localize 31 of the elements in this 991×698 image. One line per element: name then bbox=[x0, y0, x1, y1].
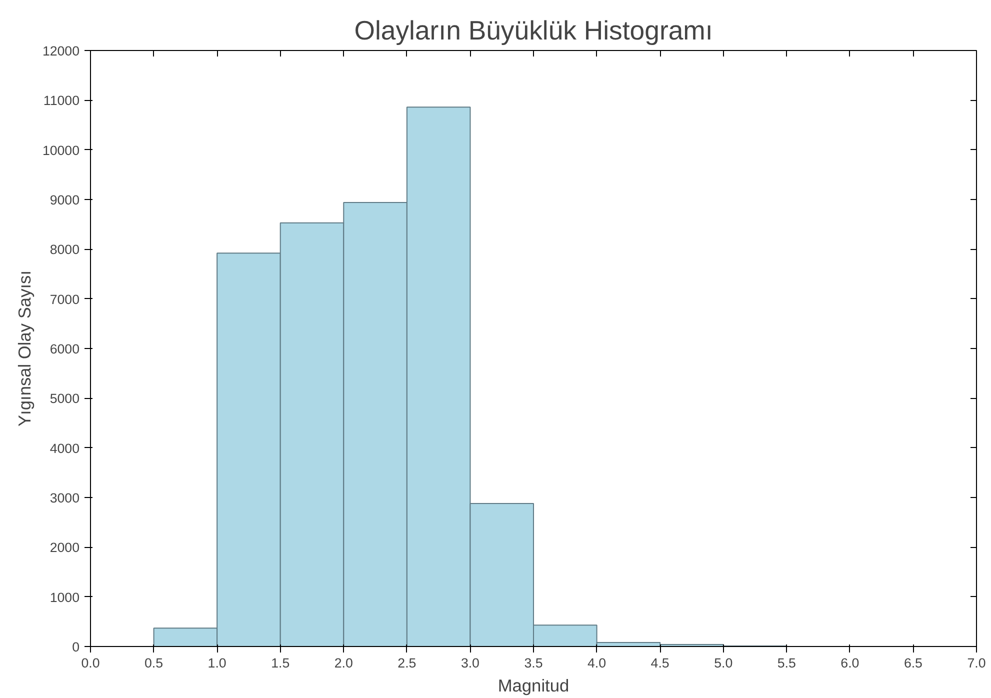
x-tick-label: 6.0 bbox=[840, 656, 860, 670]
y-tick-label: 3000 bbox=[50, 490, 80, 506]
x-tick-label: 5.5 bbox=[777, 656, 796, 670]
x-tick-label: 3.0 bbox=[460, 656, 480, 670]
y-tick-label: 12000 bbox=[42, 44, 80, 58]
y-tick-label: 7000 bbox=[50, 292, 80, 307]
y-tick-label: 0 bbox=[72, 640, 80, 654]
y-tick-label: 2000 bbox=[50, 540, 80, 556]
x-axis-title: Magnitud bbox=[498, 676, 570, 696]
y-tick-label: 5000 bbox=[50, 391, 80, 406]
x-tick-label: 1.0 bbox=[208, 656, 226, 670]
x-tick-label: 2.0 bbox=[334, 656, 353, 670]
y-tick-label: 11000 bbox=[43, 93, 80, 108]
y-tick-label: 8000 bbox=[50, 242, 80, 258]
chart-title: Olayların Büyüklük Histogramı bbox=[354, 16, 713, 46]
x-tick-label: 6.5 bbox=[904, 656, 922, 670]
x-tick-label: 5.0 bbox=[714, 656, 733, 670]
y-tick-label: 4000 bbox=[50, 440, 80, 456]
x-tick-label: 3.5 bbox=[524, 656, 543, 670]
y-axis-title: Yıgınsal Olay Sayısı bbox=[14, 270, 34, 427]
x-tick-label: 0.5 bbox=[144, 656, 164, 670]
x-tick-label: 4.5 bbox=[650, 656, 670, 670]
y-tick-label: 6000 bbox=[50, 342, 80, 356]
x-tick-label: 4.0 bbox=[588, 656, 606, 670]
x-tick-label: 7.0 bbox=[967, 656, 986, 670]
x-tick-label: 1.5 bbox=[271, 656, 290, 670]
y-tick-label: 1000 bbox=[50, 590, 80, 605]
x-tick-label: 2.5 bbox=[398, 656, 416, 670]
y-tick-label: 10000 bbox=[42, 142, 80, 158]
x-tick-label: 0.0 bbox=[81, 656, 100, 670]
y-tick-label: 9000 bbox=[50, 192, 80, 208]
